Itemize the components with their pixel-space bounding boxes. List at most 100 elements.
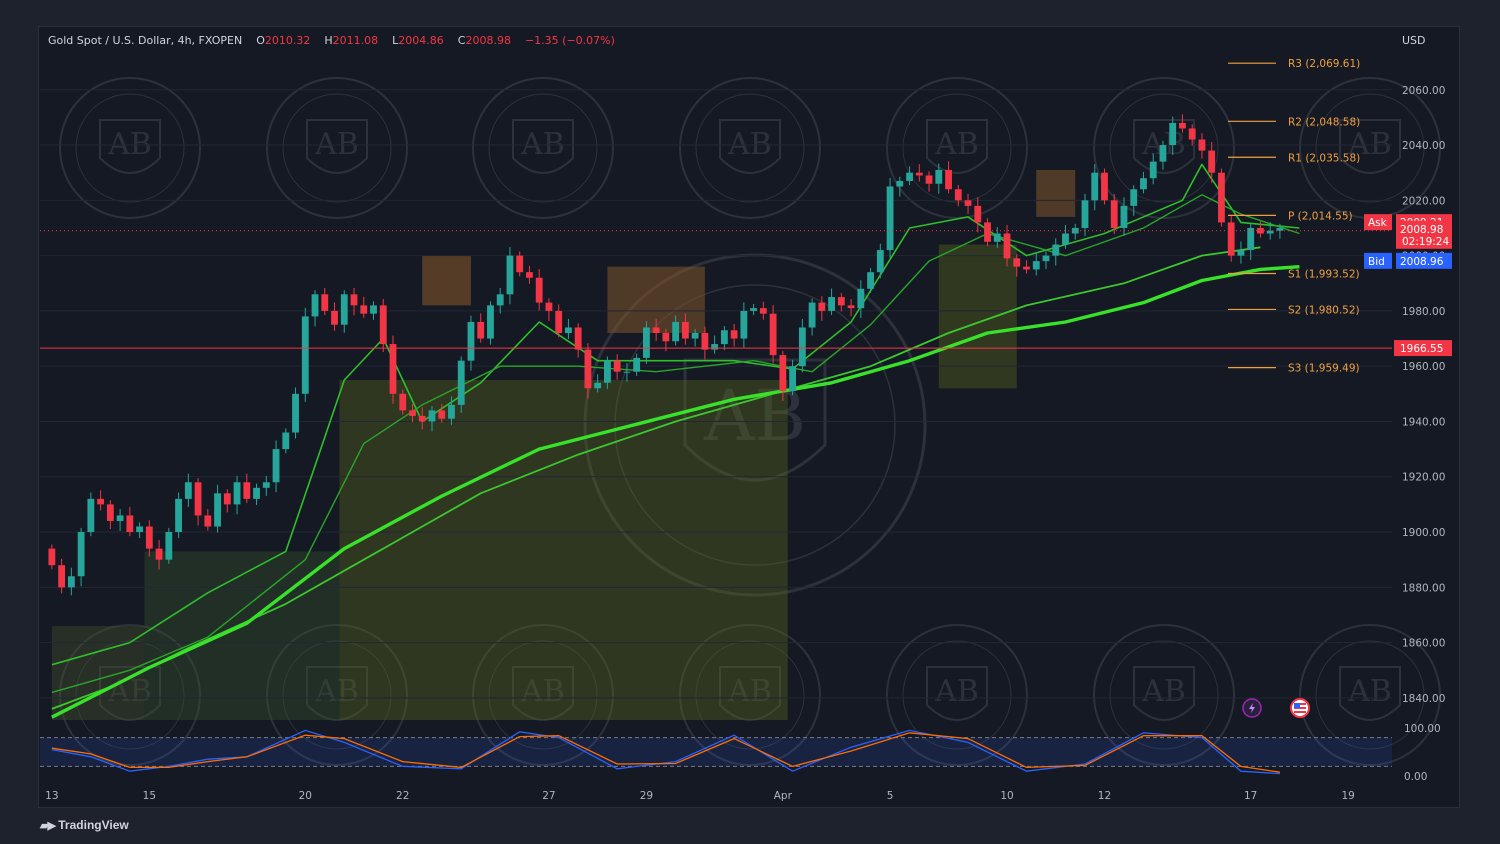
candle-body [828, 297, 835, 311]
candle-body [175, 498, 182, 533]
pivot-layer: R3 (2,069.61) R2 (2,048.58) R1 (2,035.58) P… [40, 58, 1392, 375]
candle-body [623, 371, 631, 373]
ma-line-1 [51, 194, 1300, 694]
watermark-emblem: AB [1299, 77, 1441, 219]
candle-body [418, 415, 426, 422]
watermark-emblem: AB [472, 77, 614, 219]
currency-label[interactable]: USD [1402, 34, 1426, 47]
candle-body [340, 294, 348, 325]
watermark-monogram: AB [727, 674, 772, 709]
watermark-monogram: AB [1141, 674, 1186, 709]
watermark-monogram: AB [1347, 674, 1392, 709]
candle-body [301, 316, 309, 394]
bid-label: Bid [1368, 256, 1385, 268]
x-tick-label: 29 [640, 790, 653, 802]
watermark-monogram: AB [107, 674, 152, 709]
low-value: 2004.86 [398, 34, 444, 47]
y-tick-label: 1880.00 [1402, 582, 1445, 594]
candle-body [1013, 258, 1021, 267]
pivot-label: R1 (2,035.58) [1288, 152, 1360, 164]
x-tick-label: 10 [1000, 790, 1013, 802]
candle-body [1032, 261, 1040, 270]
candle-body [837, 297, 845, 306]
candle-body [1023, 266, 1030, 270]
candle-body [954, 189, 962, 201]
candle-body [974, 205, 982, 223]
close-label: C [457, 34, 466, 47]
candle-body [350, 294, 358, 306]
x-tick-label: 19 [1341, 790, 1354, 802]
watermark-emblem: AB [472, 624, 614, 766]
pivot-label: R2 (2,048.58) [1288, 116, 1360, 128]
candle-body [448, 404, 455, 419]
x-tick-label: 27 [542, 790, 555, 802]
candle-body [311, 294, 319, 317]
candle-body [555, 310, 563, 334]
candle-body [292, 393, 299, 433]
pivot-label: R3 (2,069.61) [1288, 58, 1360, 70]
x-tick-label: 5 [887, 790, 894, 802]
candle-body [798, 327, 806, 367]
candle-body [155, 548, 163, 560]
candle-body [672, 321, 680, 342]
candle-body [165, 532, 173, 560]
candle-body [1276, 227, 1284, 231]
hline-tag: 1966.55 [1400, 343, 1443, 355]
candle-body [1149, 161, 1157, 179]
candle-body [1179, 122, 1186, 129]
candle-body [759, 308, 767, 314]
ma-line-0 [51, 163, 1300, 666]
change-value: −1.35 (−0.07%) [524, 34, 615, 47]
watermark-monogram: AB [520, 127, 565, 162]
candle-body [945, 169, 952, 190]
candle-body [516, 255, 524, 273]
watermark-emblem: AB [266, 624, 408, 766]
tradingview-logo[interactable]: ▰▶ TradingView [40, 818, 129, 832]
candle-body [1052, 244, 1060, 256]
candle-body [847, 305, 855, 309]
zone-green [144, 551, 340, 720]
candle-body [720, 330, 728, 345]
candle-body [477, 321, 485, 339]
y-tick-label: 1960.00 [1402, 361, 1445, 373]
close-value: 2008.98 [465, 34, 511, 47]
candle-body [574, 327, 582, 350]
candle-body [876, 250, 884, 273]
candle-body [594, 382, 602, 389]
zone-olive-right [938, 244, 1017, 389]
price-axis[interactable]: 2060.002040.002020.002000.001980.001960.… [1402, 85, 1445, 705]
watermark-emblem: AB [679, 624, 821, 766]
candle-body [1081, 200, 1089, 228]
x-tick-label: 13 [45, 790, 58, 802]
candle-body [701, 333, 709, 350]
y-tick-label: 2020.00 [1402, 195, 1445, 207]
lightning-icon[interactable] [1242, 698, 1262, 718]
us-flag-icon[interactable] [1290, 698, 1310, 718]
watermark-monogram: AB [934, 127, 979, 162]
candle-body [769, 313, 777, 356]
chart-icons [1242, 698, 1310, 718]
candle-body [1227, 222, 1235, 256]
zone-brown [422, 255, 471, 306]
watermark-emblem: AB [679, 77, 821, 219]
candle-body [1130, 189, 1138, 206]
candle-body [399, 393, 407, 411]
grid-layer [40, 89, 1392, 699]
candle-body [808, 302, 816, 328]
x-tick-label: 17 [1244, 790, 1257, 802]
y-tick-label: 1840.00 [1402, 693, 1445, 705]
oscillator-tick: 0.00 [1404, 771, 1427, 783]
symbol-title[interactable]: Gold Spot / U.S. Dollar, 4h, FXOPEN [48, 34, 243, 47]
time-axis[interactable]: 13 15 20 22 27 29 Apr 5 10 12 17 19 [45, 790, 1355, 802]
open-value: 2010.32 [264, 34, 311, 47]
watermark-monogram: AB [107, 127, 152, 162]
zone-olive-left [51, 626, 145, 720]
candle-body [886, 186, 894, 251]
x-tick-label: 22 [396, 790, 409, 802]
low-label: L [392, 34, 399, 47]
candle-body [526, 272, 533, 278]
candle-body [1169, 122, 1177, 146]
candle-body [136, 526, 144, 533]
